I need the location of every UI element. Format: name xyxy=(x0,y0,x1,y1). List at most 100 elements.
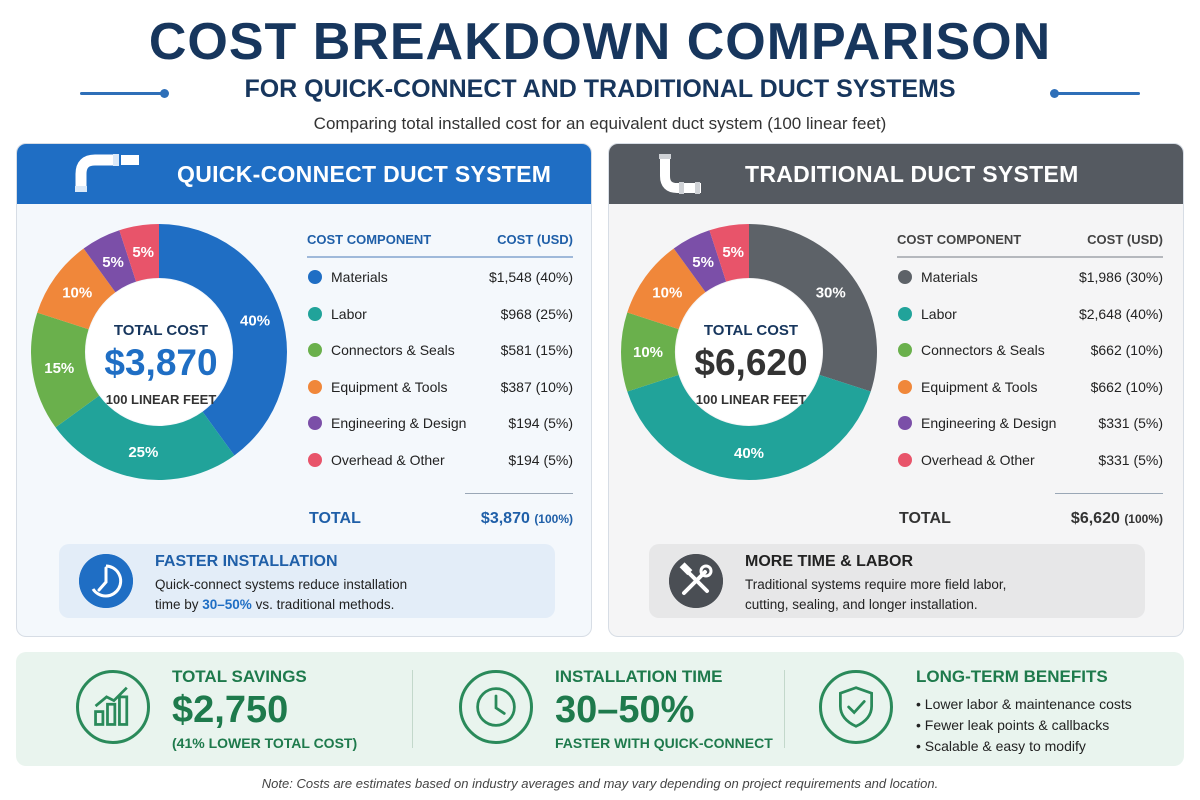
table-row: Connectors & Seals $581 (15%) xyxy=(307,331,573,368)
row-value: $331 (5%) xyxy=(1098,415,1163,432)
benefits-list: • Lower labor & maintenance costs • Fewe… xyxy=(916,694,1132,757)
row-label: Labor xyxy=(921,305,957,322)
quick-connect-slice-label-connectors-seals: 15% xyxy=(44,360,74,377)
wrench-hammer-icon xyxy=(669,554,723,608)
legend-dot xyxy=(898,416,912,431)
duct-elbow-icon xyxy=(75,154,139,192)
quick-connect-cost-table: COST COMPONENT COST (USD) Materials $1,54… xyxy=(307,230,573,527)
table-header: COST COMPONENT COST (USD) xyxy=(307,230,573,258)
clock-icon xyxy=(459,670,533,744)
footnote: Note: Costs are estimates based on indus… xyxy=(261,776,939,791)
total-value: $6,620 (100%) xyxy=(1071,510,1163,528)
table-header: COST COMPONENT COST (USD) xyxy=(897,230,1163,258)
table-row: Materials $1,986 (30%) xyxy=(897,258,1163,295)
traditional-center-label: TOTAL COST xyxy=(703,322,799,339)
table-row: Overhead & Other $194 (5%) xyxy=(307,441,573,478)
traditional-center-unit: 100 LINEAR FEET xyxy=(695,392,807,407)
traditional-cost-table: COST COMPONENT COST (USD) Materials $1,98… xyxy=(897,230,1163,527)
total-label: TOTAL xyxy=(899,510,951,527)
traditional-slice-label-engineering-design: 5% xyxy=(692,254,714,271)
traditional-slice-label-overhead-other: 5% xyxy=(722,244,744,261)
quick-connect-panel-header: QUICK-CONNECT DUCT SYSTEM xyxy=(17,144,591,204)
row-value: $1,548 (40%) xyxy=(488,269,573,285)
callout-text-line-1: Traditional systems require more field l… xyxy=(745,577,1007,592)
legend-dot xyxy=(308,452,322,467)
header: COST BREAKDOWN COMPARISON FOR QUICK-CONN… xyxy=(0,0,1200,140)
row-label: Connectors & Seals xyxy=(921,342,1045,359)
callout-text-line-2a: time by xyxy=(155,597,203,612)
row-label: Equipment & Tools xyxy=(331,378,448,395)
traditional-slice-overhead-other xyxy=(709,224,749,282)
total-label: TOTAL xyxy=(309,510,361,527)
page-title: COST BREAKDOWN COMPARISON xyxy=(148,13,1052,71)
row-value: $968 (25%) xyxy=(500,305,573,322)
traditional-donut-hole xyxy=(676,279,822,425)
legend-dot xyxy=(308,270,322,284)
callout-text-line-2: cutting, sealing, and longer installatio… xyxy=(745,597,978,612)
row-label: Engineering & Design xyxy=(921,415,1057,432)
summary-strip: TOTAL SAVINGS $2,750 (41% LOWER TOTAL CO… xyxy=(16,652,1184,766)
traditional-slice-connectors-seals xyxy=(621,312,679,392)
traditional-center-value: $6,620 xyxy=(694,342,808,383)
legend-dot xyxy=(898,343,912,358)
table-total-row: TOTAL $3,870 (100%) xyxy=(307,508,573,534)
quick-connect-slice-label-equipment-tools: 10% xyxy=(62,285,92,302)
row-label: Overhead & Other xyxy=(331,451,445,468)
page-subtitle: FOR QUICK-CONNECT AND TRADITIONAL DUCT S… xyxy=(244,75,956,103)
callout-text-line-2b: vs. traditional methods. xyxy=(251,597,395,612)
table-row: Labor $2,648 (40%) xyxy=(897,295,1163,332)
row-label: Connectors & Seals xyxy=(331,342,455,359)
savings-value: $2,750 xyxy=(172,689,289,731)
quick-connect-slice-materials xyxy=(159,224,287,456)
traditional-slice-label-equipment-tools: 10% xyxy=(652,285,682,302)
quick-connect-slice-label-labor: 25% xyxy=(128,444,158,461)
traditional-donut-chart: 30% 40% 10% 10% 5% 5% xyxy=(621,224,877,480)
quick-connect-slice-engineering-design xyxy=(83,230,137,293)
quick-connect-slice-labor xyxy=(55,395,235,480)
row-value: $662 (10%) xyxy=(1090,378,1163,395)
callout-text: Quick-connect systems reduce installatio… xyxy=(155,575,535,615)
legend-dot xyxy=(308,343,322,358)
row-value: $2,648 (40%) xyxy=(1078,305,1163,322)
list-item: • Lower labor & maintenance costs xyxy=(916,696,1132,712)
section-divider xyxy=(784,670,785,748)
installation-time-section: INSTALLATION TIME 30–50% FASTER WITH QUI… xyxy=(413,652,783,766)
shield-check-icon xyxy=(819,670,893,744)
long-term-benefits-section: LONG-TERM BENEFITS xyxy=(785,652,1184,766)
subtitle-rule-left xyxy=(80,92,165,95)
callout-text-line-1: Quick-connect systems reduce installatio… xyxy=(155,577,408,592)
table-row: Engineering & Design $194 (5%) xyxy=(307,404,573,441)
row-value: $387 (10%) xyxy=(500,378,573,395)
legend-dot xyxy=(898,379,912,394)
table-row: Connectors & Seals $662 (10%) xyxy=(897,331,1163,368)
column-header-component: COST COMPONENT xyxy=(307,232,432,247)
stopwatch-icon xyxy=(79,554,133,608)
table-row: Labor $968 (25%) xyxy=(307,295,573,332)
row-label: Overhead & Other xyxy=(921,451,1035,468)
quick-connect-slice-label-engineering-design: 5% xyxy=(102,254,124,271)
growth-chart-icon xyxy=(76,670,150,744)
subtitle-rule-dot-right xyxy=(1050,89,1059,98)
total-savings-section: TOTAL SAVINGS $2,750 (41% LOWER TOTAL CO… xyxy=(16,652,411,766)
total-percent: (100%) xyxy=(1124,512,1163,526)
traditional-slice-materials xyxy=(749,224,877,392)
quick-connect-center-unit: 100 LINEAR FEET xyxy=(105,392,217,407)
total-divider xyxy=(1055,493,1163,494)
row-label: Materials xyxy=(921,269,978,285)
quick-connect-slice-overhead-other xyxy=(119,224,159,282)
savings-title: TOTAL SAVINGS xyxy=(172,667,307,686)
table-total-row: TOTAL $6,620 (100%) xyxy=(897,508,1163,534)
section-divider xyxy=(412,670,413,748)
column-header-cost: COST (USD) xyxy=(1087,232,1163,247)
total-amount: $6,620 xyxy=(1070,510,1120,527)
row-label: Engineering & Design xyxy=(331,415,467,432)
quick-connect-panel-title: QUICK-CONNECT DUCT SYSTEM xyxy=(177,161,552,187)
row-value: $194 (5%) xyxy=(508,451,573,468)
faster-installation-callout: FASTER INSTALLATION Quick-connect system… xyxy=(59,544,555,618)
list-item: • Scalable & easy to modify xyxy=(916,738,1086,754)
total-amount: $3,870 xyxy=(480,510,530,527)
traditional-panel: TRADITIONAL DUCT SYSTEM 30% 40% 10% 10% 5% 5%… xyxy=(608,143,1184,637)
time-value: 30–50% xyxy=(555,689,695,731)
legend-dot xyxy=(898,270,912,284)
traditional-slice-labor xyxy=(627,374,871,480)
